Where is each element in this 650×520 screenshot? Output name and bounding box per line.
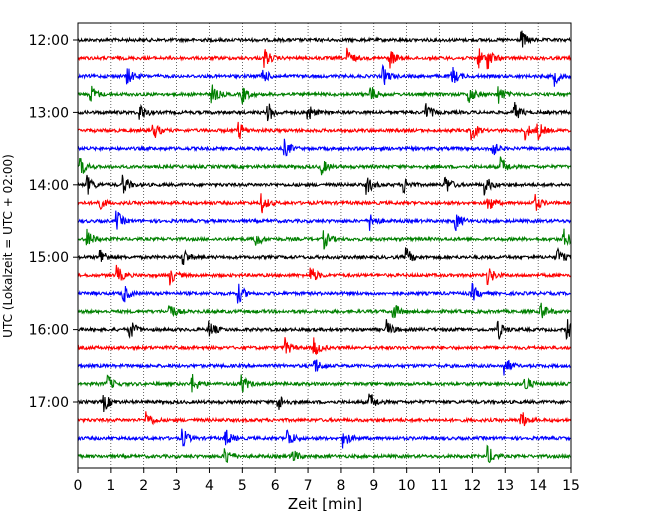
x-tick-label: 5 xyxy=(238,478,247,494)
seismic-trace xyxy=(77,101,572,122)
seismic-trace xyxy=(77,411,572,427)
seismic-trace xyxy=(77,210,572,232)
y-tick-label: 12:00 xyxy=(29,33,69,49)
x-tick-label: 14 xyxy=(529,478,547,494)
y-tick-label: 13:00 xyxy=(29,105,69,121)
y-axis-label: UTC (Lokalzeit = UTC + 02:00) xyxy=(1,154,15,338)
plot-frame xyxy=(77,22,572,469)
trace-group xyxy=(77,30,572,464)
seismic-trace xyxy=(77,359,571,376)
x-tick-label: 4 xyxy=(205,478,214,494)
seismic-trace xyxy=(77,228,572,250)
x-tick-label: 11 xyxy=(431,478,449,494)
seismic-trace xyxy=(77,393,571,413)
seismic-trace xyxy=(77,63,572,87)
y-tick-label: 15:00 xyxy=(29,250,69,266)
seismic-trace xyxy=(77,337,572,356)
y-axis-ticks: 12:00 13:00 14:00 15:00 16:00 17:00 xyxy=(29,33,78,411)
seismic-trace xyxy=(77,30,572,48)
y-tick-label: 17:00 xyxy=(29,395,69,411)
x-axis-ticks: 0 1 2 3 4 5 6 7 8 9 10 11 12 13 14 15 xyxy=(74,468,580,494)
seismic-trace xyxy=(78,247,572,265)
x-tick-label: 7 xyxy=(304,478,313,494)
seismic-trace xyxy=(77,174,571,196)
x-tick-label: 15 xyxy=(562,478,580,494)
seismic-trace xyxy=(77,138,571,157)
seismic-trace xyxy=(77,193,571,214)
x-tick-label: 8 xyxy=(336,478,345,494)
seismic-trace xyxy=(77,428,571,449)
y-tick-label: 14:00 xyxy=(29,178,69,194)
seismic-trace xyxy=(77,84,571,105)
x-axis-label: Zeit [min] xyxy=(288,495,362,513)
seismic-trace xyxy=(77,121,571,141)
x-tick-label: 13 xyxy=(496,478,514,494)
x-tick-label: 6 xyxy=(271,478,280,494)
seismic-trace xyxy=(77,282,571,304)
x-tick-label: 10 xyxy=(398,478,416,494)
seismic-trace xyxy=(77,444,571,464)
x-tick-label: 3 xyxy=(172,478,181,494)
x-tick-label: 0 xyxy=(74,478,83,494)
x-tick-label: 2 xyxy=(139,478,148,494)
grid-lines xyxy=(110,23,539,468)
seismic-trace xyxy=(77,264,572,286)
y-tick-label: 16:00 xyxy=(29,323,69,339)
x-tick-label: 1 xyxy=(106,478,115,494)
seismic-trace xyxy=(77,47,572,70)
seismic-trace xyxy=(77,373,571,393)
x-tick-label: 12 xyxy=(463,478,481,494)
seismic-trace xyxy=(77,302,572,319)
x-tick-label: 9 xyxy=(369,478,378,494)
seismic-trace xyxy=(77,156,572,176)
seismic-trace xyxy=(77,319,572,341)
